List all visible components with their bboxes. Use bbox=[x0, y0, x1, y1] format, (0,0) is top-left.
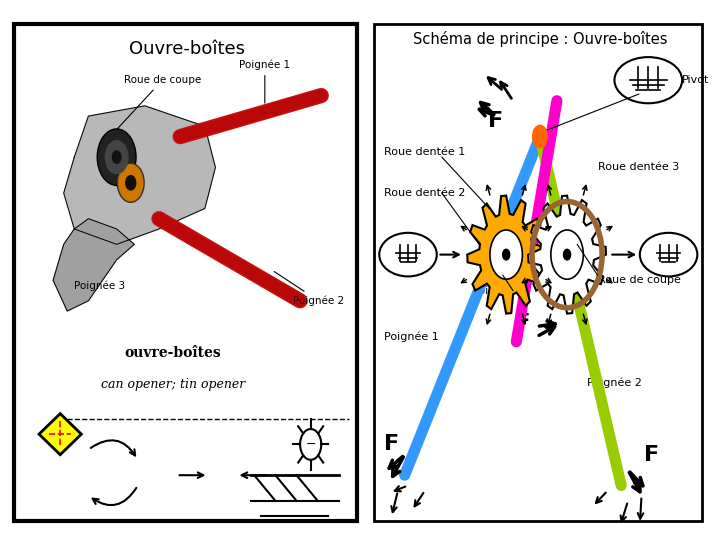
Circle shape bbox=[551, 230, 583, 279]
Circle shape bbox=[117, 163, 144, 202]
Text: Roue dentée 2: Roue dentée 2 bbox=[384, 188, 466, 198]
Text: F: F bbox=[516, 312, 530, 331]
Circle shape bbox=[97, 129, 136, 185]
Text: Ouvre-boîtes: Ouvre-boîtes bbox=[129, 40, 246, 58]
FancyBboxPatch shape bbox=[14, 24, 356, 522]
Circle shape bbox=[115, 165, 132, 191]
Polygon shape bbox=[528, 195, 606, 314]
Circle shape bbox=[503, 249, 510, 260]
Text: F: F bbox=[488, 111, 503, 131]
Text: can opener; tin opener: can opener; tin opener bbox=[101, 378, 246, 391]
Text: F: F bbox=[384, 434, 399, 455]
Circle shape bbox=[564, 249, 570, 260]
Polygon shape bbox=[467, 195, 545, 314]
FancyBboxPatch shape bbox=[374, 24, 703, 522]
Text: Schéma de principe : Ouvre-boîtes: Schéma de principe : Ouvre-boîtes bbox=[413, 31, 667, 47]
Text: Poignée 1: Poignée 1 bbox=[239, 59, 290, 103]
Polygon shape bbox=[39, 414, 81, 455]
Text: Roue de coupe: Roue de coupe bbox=[117, 75, 201, 130]
Text: Roue de coupe: Roue de coupe bbox=[598, 275, 680, 285]
Polygon shape bbox=[53, 219, 134, 311]
Text: Poignée 2: Poignée 2 bbox=[274, 272, 344, 306]
Text: Roue dentée 1: Roue dentée 1 bbox=[384, 147, 466, 157]
Circle shape bbox=[120, 172, 128, 184]
Polygon shape bbox=[63, 106, 215, 244]
Text: Poignée 1: Poignée 1 bbox=[384, 332, 439, 342]
Text: ouvre-boîtes: ouvre-boîtes bbox=[125, 346, 222, 360]
Circle shape bbox=[533, 125, 547, 148]
Text: Poignée 2: Poignée 2 bbox=[588, 377, 642, 388]
Text: F: F bbox=[644, 444, 660, 465]
Text: Pivot: Pivot bbox=[682, 75, 709, 85]
Circle shape bbox=[300, 429, 321, 460]
Text: −: − bbox=[305, 438, 316, 451]
Text: Poignée 3: Poignée 3 bbox=[74, 280, 125, 291]
Circle shape bbox=[105, 141, 128, 173]
Text: Poignée 3: Poignée 3 bbox=[472, 285, 527, 296]
Text: Roue dentée 3: Roue dentée 3 bbox=[598, 163, 679, 172]
Circle shape bbox=[112, 151, 121, 163]
Circle shape bbox=[490, 230, 523, 279]
Circle shape bbox=[126, 176, 135, 190]
